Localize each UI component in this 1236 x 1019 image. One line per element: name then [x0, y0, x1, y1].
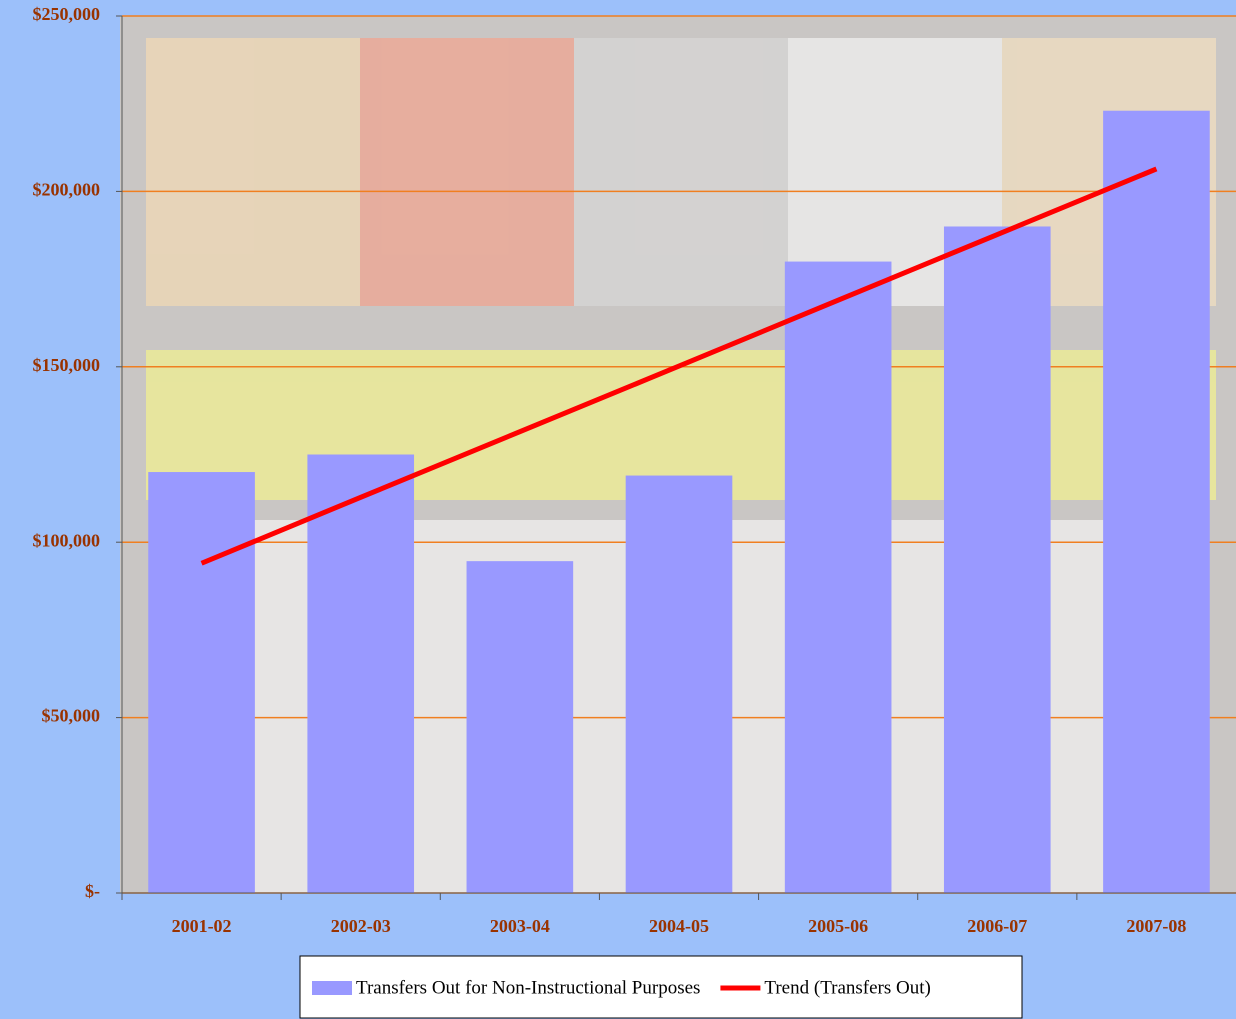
x-tick-label: 2002-03 — [331, 916, 391, 936]
legend-label: Trend (Transfers Out) — [764, 977, 930, 998]
bar — [307, 455, 414, 894]
y-tick-label: $200,000 — [33, 180, 101, 200]
y-tick-label: $- — [85, 881, 100, 901]
decor — [146, 38, 360, 306]
bar — [1103, 111, 1210, 893]
y-tick-label: $250,000 — [33, 4, 101, 24]
x-tick-label: 2006-07 — [967, 916, 1027, 936]
page: $- $50,000 $100,000 $150,000 $200,000 $250,00… — [0, 0, 1236, 1019]
bar — [944, 226, 1051, 893]
bar — [467, 561, 574, 893]
y-tick-label: $150,000 — [33, 355, 101, 375]
y-tick-label: $100,000 — [33, 530, 101, 550]
decor — [360, 38, 574, 306]
x-tick-label: 2004-05 — [649, 916, 709, 936]
bar — [785, 262, 892, 893]
x-tick-label: 2001-02 — [172, 916, 232, 936]
x-tick-label: 2007-08 — [1126, 916, 1186, 936]
x-tick-label: 2003-04 — [490, 916, 550, 936]
x-tick-label: 2005-06 — [808, 916, 868, 936]
chart: $- $50,000 $100,000 $150,000 $200,000 $250,00… — [0, 0, 1236, 1019]
y-tick-label: $50,000 — [42, 706, 101, 726]
legend-label: Transfers Out for Non-Instructional Purp… — [356, 977, 700, 998]
bar — [626, 476, 733, 893]
decor — [574, 38, 788, 306]
bar — [148, 472, 255, 893]
legend-swatch — [312, 981, 352, 995]
